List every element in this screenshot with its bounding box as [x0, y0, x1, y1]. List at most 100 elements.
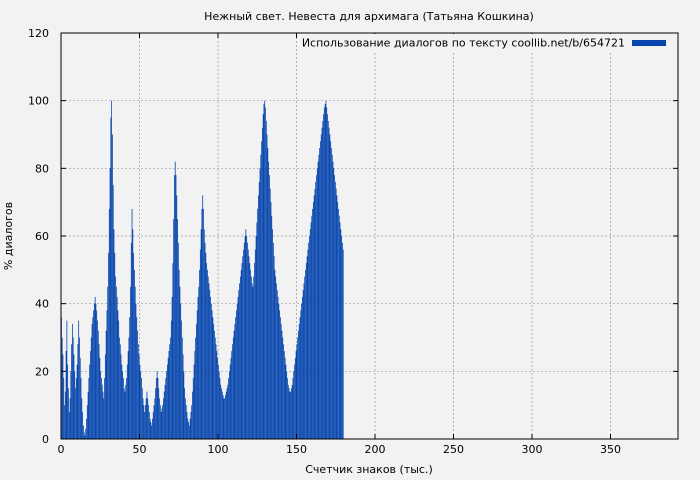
- bar: [106, 310, 108, 439]
- bar: [115, 286, 117, 439]
- bar: [201, 208, 203, 439]
- bar: [61, 337, 63, 439]
- bar: [129, 317, 131, 439]
- bar: [291, 384, 293, 439]
- bar: [108, 252, 109, 439]
- bar: [107, 286, 109, 439]
- bar: [225, 395, 226, 439]
- bar: [193, 364, 195, 439]
- bar: [153, 405, 155, 439]
- bar: [323, 114, 324, 439]
- bar: [310, 222, 312, 439]
- legend: Использование диалогов по тексту coollib…: [302, 34, 672, 52]
- bar: [128, 337, 130, 439]
- bar: [200, 229, 202, 439]
- bar: [140, 371, 142, 439]
- bar: [145, 398, 147, 439]
- x-tick-label: 250: [443, 443, 464, 456]
- bar: [243, 242, 245, 439]
- bar: [277, 296, 279, 439]
- bar: [85, 428, 87, 439]
- bar: [228, 378, 229, 439]
- bar: [240, 269, 242, 439]
- bar: [292, 378, 294, 439]
- bar: [198, 286, 200, 439]
- bar: [315, 181, 317, 439]
- bar: [244, 236, 246, 439]
- bar: [250, 276, 252, 439]
- bar: [185, 405, 187, 439]
- bar: [82, 411, 83, 439]
- bar: [78, 320, 80, 439]
- bar: [166, 371, 167, 439]
- bar: [307, 249, 309, 439]
- bar: [265, 120, 267, 439]
- bar: [65, 351, 67, 439]
- bar: [313, 195, 315, 439]
- x-tick-label: 150: [286, 443, 307, 456]
- bar: [104, 354, 106, 439]
- bar: [212, 317, 214, 439]
- bar: [264, 100, 266, 440]
- bar: [251, 283, 253, 439]
- bar: [167, 357, 169, 439]
- bar: [210, 303, 212, 439]
- bar: [91, 323, 93, 439]
- grid: [61, 33, 678, 439]
- bar: [311, 215, 313, 439]
- bar: [155, 378, 157, 439]
- bar: [149, 418, 151, 439]
- bar: [136, 317, 138, 439]
- bar: [266, 134, 268, 439]
- bar: [86, 418, 87, 439]
- bar: [258, 181, 260, 439]
- bar: [199, 249, 201, 439]
- bar: [229, 364, 231, 439]
- bar: [327, 120, 329, 439]
- bar: [236, 310, 237, 439]
- bar: [158, 388, 160, 439]
- bar: [304, 276, 306, 439]
- bar: [303, 283, 305, 439]
- bar: [104, 378, 105, 439]
- bar: [70, 371, 72, 439]
- bar: [132, 229, 134, 439]
- bar: [309, 236, 310, 439]
- bar: [151, 425, 153, 439]
- bar: [62, 354, 64, 439]
- bar: [182, 354, 184, 439]
- bar: [342, 249, 344, 439]
- bar: [126, 364, 128, 439]
- bar: [320, 134, 322, 439]
- bar: [234, 323, 236, 439]
- bar: [280, 317, 281, 439]
- bar: [238, 290, 240, 439]
- bar: [296, 344, 298, 439]
- bar: [206, 263, 208, 439]
- bar: [255, 236, 257, 439]
- x-tick-label: 50: [132, 443, 146, 456]
- bar: [144, 405, 146, 439]
- x-tick-label: 200: [364, 443, 385, 456]
- bar: [232, 344, 233, 439]
- bar: [154, 398, 156, 439]
- bar: [306, 256, 308, 439]
- bar: [289, 391, 291, 439]
- bar: [197, 296, 199, 439]
- bar: [202, 195, 204, 439]
- bar: [71, 323, 73, 439]
- bar: [97, 320, 98, 439]
- bar: [144, 411, 145, 439]
- bar: [98, 344, 100, 439]
- bar: [223, 398, 225, 439]
- bar: [126, 378, 127, 439]
- bar: [165, 378, 167, 439]
- bar: [340, 229, 342, 439]
- bar: [148, 405, 149, 439]
- bar: [101, 378, 102, 439]
- x-tick-label: 350: [600, 443, 621, 456]
- bar: [262, 114, 264, 439]
- bar: [254, 263, 255, 439]
- bar: [77, 344, 79, 439]
- bar: [233, 330, 235, 439]
